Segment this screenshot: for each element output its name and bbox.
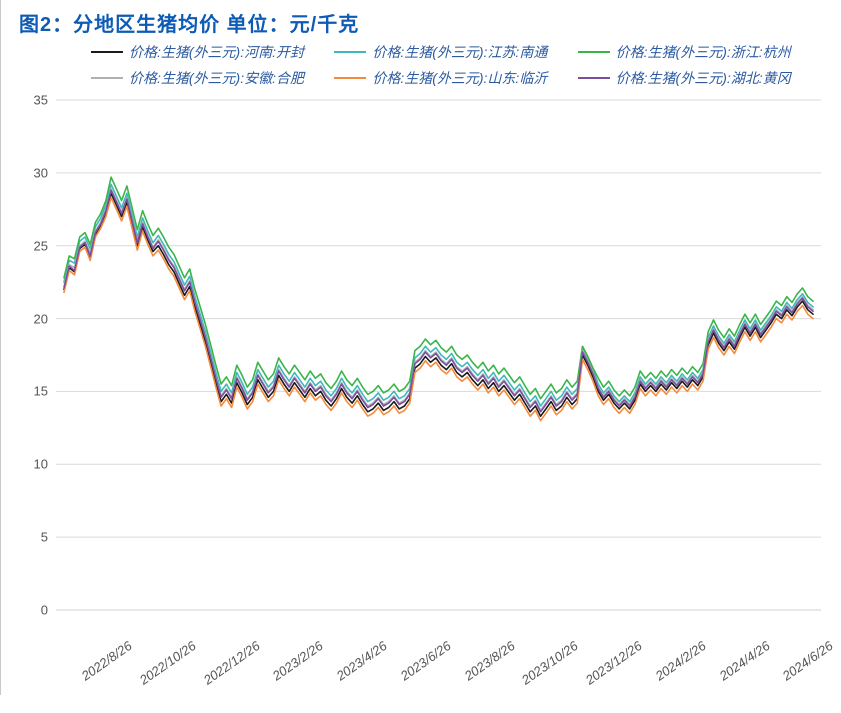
legend-label: 价格:生猪(外三元):河南:开封 — [129, 42, 304, 62]
legend-item-henan_kaifeng: 价格:生猪(外三元):河南:开封 — [91, 42, 324, 62]
legend-swatch — [578, 77, 610, 79]
legend-label: 价格:生猪(外三元):山东:临沂 — [372, 68, 547, 88]
legend-label: 价格:生猪(外三元):浙江:杭州 — [616, 42, 791, 62]
y-tick-label: 0 — [18, 603, 48, 618]
legend-label: 价格:生猪(外三元):安徽:合肥 — [129, 68, 304, 88]
series-jiangsu_nantong — [64, 185, 813, 407]
legend-swatch — [578, 51, 610, 53]
series-shandong_linyi — [64, 198, 813, 421]
series-hubei_huanggang — [64, 190, 813, 411]
legend-swatch — [91, 51, 123, 53]
y-tick-label: 5 — [18, 530, 48, 545]
plot-area: 051015202530352022/8/262022/10/262022/12… — [56, 100, 821, 610]
legend-label: 价格:生猪(外三元):湖北:黄冈 — [616, 68, 791, 88]
legend-item-zhejiang_hangzhou: 价格:生猪(外三元):浙江:杭州 — [578, 42, 811, 62]
y-tick-label: 35 — [18, 93, 48, 108]
legend-swatch — [91, 77, 123, 79]
legend-swatch — [334, 77, 366, 79]
legend-label: 价格:生猪(外三元):江苏:南通 — [372, 42, 547, 62]
series-henan_kaifeng — [64, 193, 813, 416]
legend-item-hubei_huanggang: 价格:生猪(外三元):湖北:黄冈 — [578, 68, 811, 88]
legend-swatch — [334, 51, 366, 53]
legend-item-shandong_linyi: 价格:生猪(外三元):山东:临沂 — [334, 68, 567, 88]
chart-container: 图2：分地区生猪均价 单位：元/千克 价格:生猪(外三元):河南:开封价格:生猪… — [0, 0, 841, 695]
plot-svg — [56, 100, 821, 610]
y-tick-label: 10 — [18, 457, 48, 472]
y-tick-label: 15 — [18, 384, 48, 399]
legend-item-anhui_hefei: 价格:生猪(外三元):安徽:合肥 — [91, 68, 324, 88]
chart-legend: 价格:生猪(外三元):河南:开封价格:生猪(外三元):江苏:南通价格:生猪(外三… — [91, 42, 811, 88]
y-tick-label: 25 — [18, 238, 48, 253]
legend-item-jiangsu_nantong: 价格:生猪(外三元):江苏:南通 — [334, 42, 567, 62]
y-tick-label: 20 — [18, 311, 48, 326]
chart-title: 图2：分地区生猪均价 单位：元/千克 — [19, 8, 359, 37]
y-tick-label: 30 — [18, 165, 48, 180]
